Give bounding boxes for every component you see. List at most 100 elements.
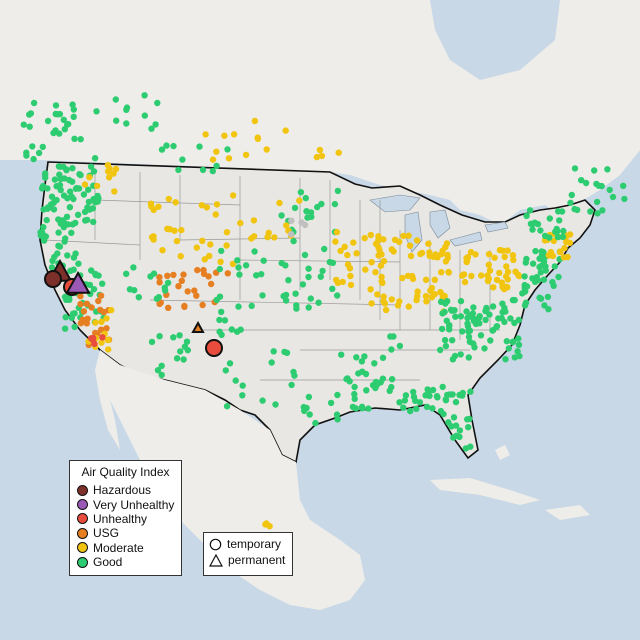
station-marker [315,299,322,306]
station-marker [437,346,444,354]
station-marker [165,304,172,311]
station-marker [536,255,543,262]
station-marker [29,143,36,150]
station-marker [259,292,266,299]
station-marker [388,346,395,353]
station-marker [242,262,250,269]
station-marker [414,288,421,295]
station-marker [554,233,562,241]
station-marker [213,296,220,304]
station-marker [332,238,339,245]
station-marker [337,247,344,255]
station-marker [425,389,432,396]
station-marker [64,252,71,259]
station-marker [43,216,50,224]
station-marker [88,304,95,311]
station-marker [44,204,52,211]
station-marker [207,241,214,248]
station-marker [498,314,505,322]
legend-label-good: Good [93,555,123,570]
station-marker [499,309,506,316]
station-marker [452,313,459,320]
station-marker [353,250,360,257]
station-marker [213,162,220,170]
station-marker [327,399,335,407]
station-marker [48,264,56,271]
station-marker [501,285,508,293]
station-marker [74,211,82,218]
station-marker [97,292,105,299]
station-marker [235,303,242,310]
station-marker [173,237,181,245]
station-marker [90,286,98,293]
featured-station-marker [191,320,205,333]
station-marker [23,152,30,159]
station-marker [334,391,341,399]
station-marker [95,272,102,279]
station-marker [87,335,95,342]
station-marker [230,131,238,138]
station-marker [81,181,89,188]
station-marker [224,146,231,153]
station-marker [50,206,58,213]
station-marker [587,208,594,215]
station-marker [511,296,518,304]
station-marker [113,117,120,124]
station-marker [485,261,492,268]
station-marker [104,161,112,169]
station-marker [452,398,460,406]
station-marker [361,353,368,360]
station-marker [560,254,567,261]
station-marker [288,217,295,224]
station-marker [123,104,131,111]
station-marker [401,397,409,404]
station-marker [181,303,188,310]
station-marker [402,392,410,399]
station-marker [293,305,300,312]
station-marker [71,310,78,317]
station-marker [130,264,137,271]
station-marker [446,322,453,329]
station-marker [515,335,522,342]
station-marker [380,236,387,243]
station-marker [529,260,537,267]
station-marker [239,382,246,389]
station-marker [604,166,611,173]
station-marker [260,257,267,264]
station-marker [202,131,209,138]
station-marker [95,297,102,305]
station-marker [460,271,468,278]
station-marker [457,297,465,305]
station-marker [86,174,93,181]
station-marker [442,258,450,265]
station-marker [270,348,277,355]
station-marker [155,294,162,301]
station-marker [351,390,358,398]
legend-item-hazardous: Hazardous [70,483,181,497]
station-marker [60,116,67,124]
station-marker [100,308,108,316]
station-marker [68,193,75,200]
station-marker [400,232,407,240]
station-marker [521,273,528,280]
cuba [430,478,540,505]
featured-station-marker [65,270,91,294]
station-marker [224,270,231,277]
station-marker [209,156,217,163]
station-marker [56,181,64,189]
station-marker [599,207,606,214]
station-marker [251,248,258,255]
legend-item-usg: USG [70,526,181,540]
station-marker [282,297,290,304]
station-marker [221,132,228,139]
station-marker [170,142,177,150]
station-marker [216,316,223,324]
station-marker [297,189,305,196]
station-marker [262,521,269,528]
station-marker [429,386,437,394]
station-marker [239,392,246,399]
station-marker [69,165,76,172]
station-marker [85,186,92,193]
station-marker [177,348,184,355]
station-marker [154,367,162,374]
